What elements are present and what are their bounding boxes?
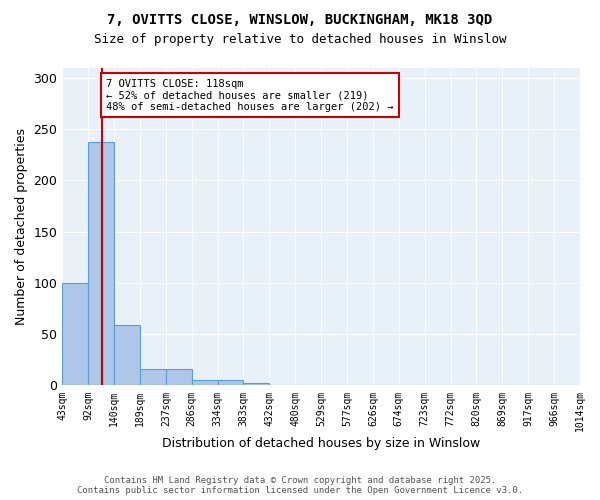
Text: 7 OVITTS CLOSE: 118sqm
← 52% of detached houses are smaller (219)
48% of semi-de: 7 OVITTS CLOSE: 118sqm ← 52% of detached… bbox=[106, 78, 394, 112]
Bar bbox=[166, 369, 192, 386]
Bar bbox=[218, 380, 244, 386]
Text: Size of property relative to detached houses in Winslow: Size of property relative to detached ho… bbox=[94, 32, 506, 46]
Y-axis label: Number of detached properties: Number of detached properties bbox=[15, 128, 28, 325]
Bar bbox=[114, 325, 140, 386]
Bar bbox=[192, 380, 218, 386]
Bar bbox=[62, 283, 88, 386]
Bar bbox=[88, 142, 114, 386]
Text: Contains HM Land Registry data © Crown copyright and database right 2025.
Contai: Contains HM Land Registry data © Crown c… bbox=[77, 476, 523, 495]
X-axis label: Distribution of detached houses by size in Winslow: Distribution of detached houses by size … bbox=[162, 437, 480, 450]
Bar bbox=[140, 369, 166, 386]
Text: 7, OVITTS CLOSE, WINSLOW, BUCKINGHAM, MK18 3QD: 7, OVITTS CLOSE, WINSLOW, BUCKINGHAM, MK… bbox=[107, 12, 493, 26]
Bar bbox=[244, 384, 269, 386]
